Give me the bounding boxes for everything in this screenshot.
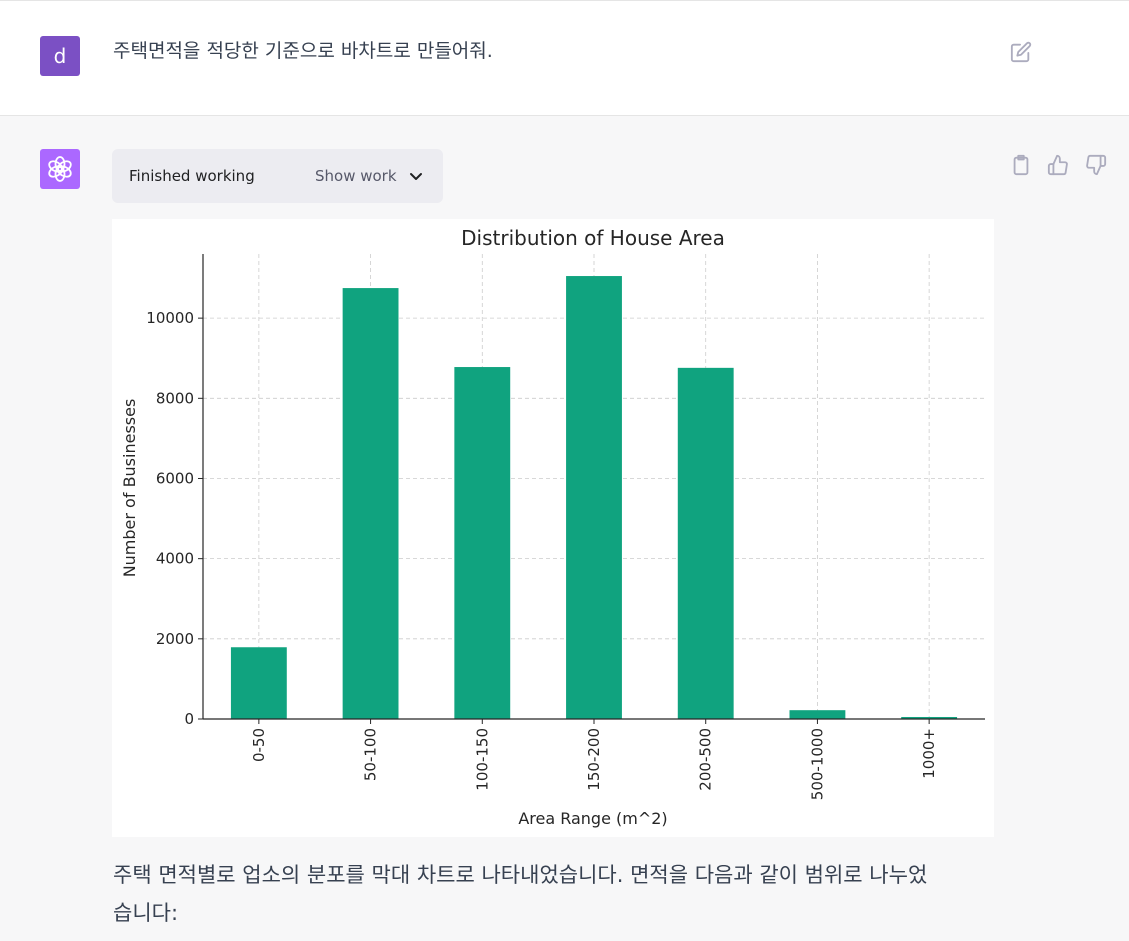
user-message-text: 주택면적을 적당한 기준으로 바차트로 만들어줘.	[113, 40, 493, 62]
bar-0-50	[230, 647, 287, 719]
thumbs-up-icon[interactable]	[1047, 154, 1069, 176]
chart-container: 0 2000 4000 6000 8000 10000 0-50 50-100 100-150 1…	[112, 219, 994, 837]
chevron-down-icon[interactable]	[408, 168, 424, 184]
y-tick-label: 10000	[146, 309, 194, 327]
answer-line: 주택 면적별로 업소의 분포를 막대 차트로 나타내었습니다. 면적을 다음과 …	[113, 863, 928, 887]
assistant-answer: 주택 면적별로 업소의 분포를 막대 차트로 나타내었습니다. 면적을 다음과 …	[113, 856, 1013, 932]
y-tick-label: 8000	[156, 389, 194, 407]
bar-150-200	[566, 276, 622, 719]
y-tick-label: 2000	[156, 630, 194, 648]
work-status-label: Finished working	[129, 167, 255, 185]
user-message-row: d 주택면적을 적당한 기준으로 바차트로 만들어줘.	[0, 0, 1129, 116]
show-work-button[interactable]: Show work	[315, 167, 397, 185]
bar-100-150	[454, 367, 511, 719]
openai-logo-icon	[48, 156, 72, 182]
assistant-avatar	[40, 149, 80, 189]
x-tick-label: 50-100	[362, 728, 380, 781]
x-tick-label: 200-500	[697, 728, 715, 791]
bar-1000+	[901, 716, 958, 719]
y-tick-label: 6000	[156, 469, 194, 487]
clipboard-icon[interactable]	[1010, 154, 1032, 176]
x-tick-label: 0-50	[250, 728, 268, 762]
x-axis-label: Area Range (m^2)	[518, 809, 667, 828]
answer-line: 습니다:	[113, 901, 179, 925]
work-status-panel: Finished working Show work	[112, 149, 443, 203]
chart-title: Distribution of House Area	[461, 226, 725, 250]
user-avatar: d	[40, 36, 80, 76]
y-axis-label: Number of Businesses	[120, 399, 139, 578]
bar-chart: 0 2000 4000 6000 8000 10000 0-50 50-100 100-150 1…	[120, 226, 985, 828]
x-tick-label: 1000+	[920, 728, 938, 779]
x-tick-label: 150-200	[585, 728, 603, 791]
edit-icon[interactable]	[1010, 41, 1032, 63]
bar-500-1000	[789, 710, 846, 719]
bar-200-500	[677, 367, 734, 719]
thumbs-down-icon[interactable]	[1085, 154, 1107, 176]
y-tick-label: 0	[184, 710, 194, 728]
x-tick-label: 500-1000	[808, 728, 826, 800]
x-tick-label: 100-150	[473, 728, 491, 791]
bar-50-100	[342, 288, 399, 719]
y-tick-label: 4000	[156, 550, 194, 568]
